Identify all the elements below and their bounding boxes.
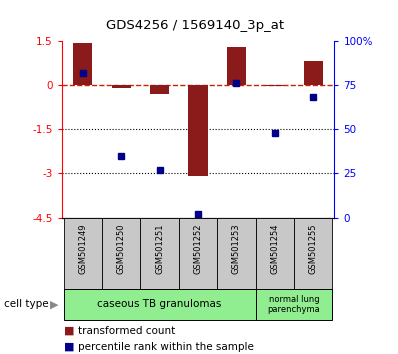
Bar <box>304 61 323 85</box>
Bar <box>140 218 179 289</box>
Bar <box>188 85 208 176</box>
Text: GSM501254: GSM501254 <box>270 223 279 274</box>
Text: GSM501250: GSM501250 <box>117 223 126 274</box>
Bar <box>73 43 92 85</box>
Text: GSM501255: GSM501255 <box>309 223 318 274</box>
Text: GSM501249: GSM501249 <box>78 223 87 274</box>
Text: caseous TB granulomas: caseous TB granulomas <box>98 299 222 309</box>
Bar <box>265 85 285 86</box>
Bar <box>256 289 332 320</box>
Text: transformed count: transformed count <box>78 326 175 336</box>
Text: GSM501252: GSM501252 <box>193 223 203 274</box>
Bar <box>150 85 169 94</box>
Text: normal lung
parenchyma: normal lung parenchyma <box>267 295 320 314</box>
Text: GDS4256 / 1569140_3p_at: GDS4256 / 1569140_3p_at <box>106 19 284 33</box>
Text: ■: ■ <box>64 326 74 336</box>
Bar <box>294 218 332 289</box>
Bar <box>256 218 294 289</box>
Text: GSM501253: GSM501253 <box>232 223 241 274</box>
Bar <box>102 218 140 289</box>
Text: GSM501251: GSM501251 <box>155 223 164 274</box>
Text: ▶: ▶ <box>49 299 58 309</box>
Bar <box>111 85 131 88</box>
Bar <box>64 218 102 289</box>
Text: ■: ■ <box>64 342 74 352</box>
Text: cell type: cell type <box>4 299 49 309</box>
Bar <box>179 218 217 289</box>
Bar <box>217 218 256 289</box>
Text: percentile rank within the sample: percentile rank within the sample <box>78 342 254 352</box>
Bar <box>227 47 246 85</box>
Bar <box>64 289 256 320</box>
